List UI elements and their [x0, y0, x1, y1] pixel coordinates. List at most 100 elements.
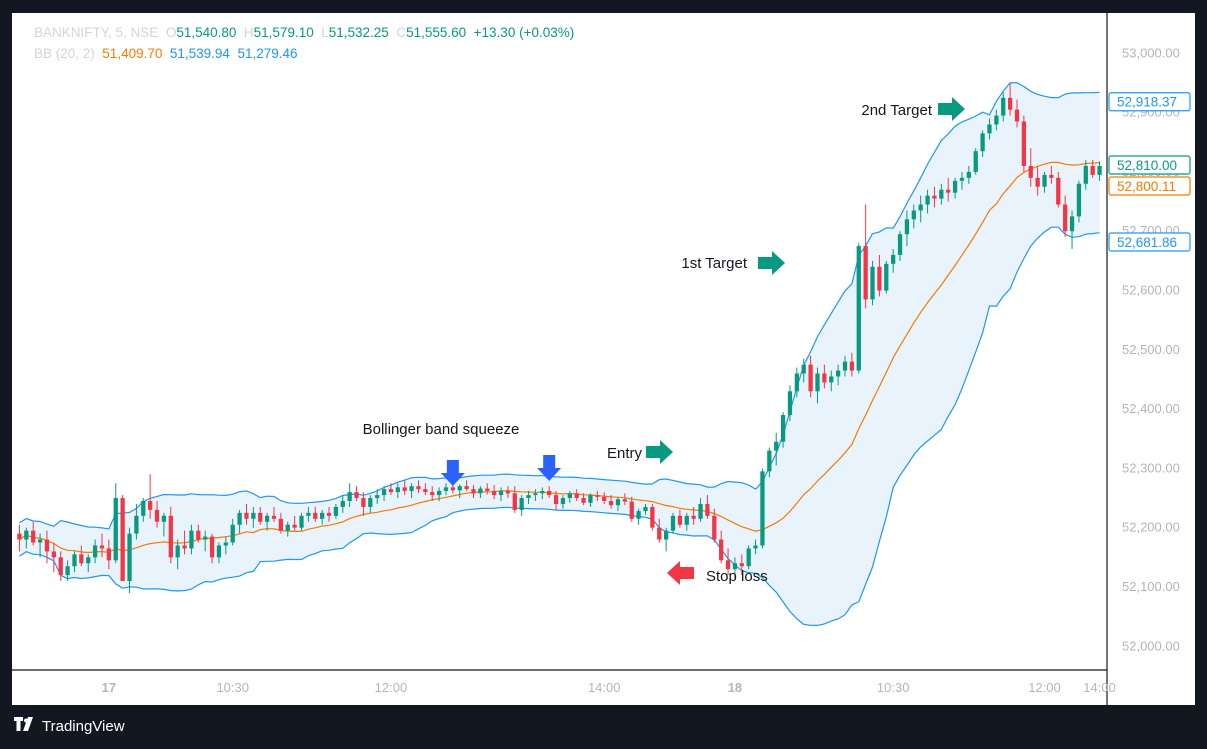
candle	[375, 489, 380, 504]
candle-body	[134, 515, 139, 534]
candle-body	[209, 536, 215, 558]
candle-body	[361, 498, 366, 507]
candle-body	[189, 530, 194, 549]
candle-body	[622, 499, 627, 502]
candle-body	[560, 498, 566, 504]
candle	[216, 542, 222, 564]
candle	[684, 512, 689, 531]
candle	[134, 503, 139, 540]
chart-panel: Bollinger band squeeze Entry Stop loss 1st …	[12, 13, 1195, 705]
candle	[1083, 160, 1088, 190]
candle	[443, 483, 449, 496]
candle-body	[753, 545, 758, 549]
candle	[794, 367, 799, 398]
candle	[31, 521, 36, 546]
candle-body	[161, 515, 167, 522]
candle-body	[258, 512, 263, 522]
candle	[237, 509, 242, 534]
candle-body	[86, 557, 91, 564]
candle	[512, 486, 517, 513]
candle-body	[395, 487, 400, 493]
candle	[705, 495, 710, 519]
candle-body	[636, 511, 641, 519]
candle-body	[24, 530, 29, 540]
legend-low-value: 51,532.25	[328, 25, 389, 40]
candle	[725, 548, 731, 576]
candle-body	[767, 450, 772, 472]
candle	[313, 506, 318, 522]
candle	[402, 480, 407, 496]
candle-body	[230, 524, 235, 543]
candle-body	[911, 210, 916, 220]
candle	[780, 412, 786, 448]
time-tick-label: 17	[102, 680, 116, 695]
candle-body	[154, 509, 160, 522]
candle-body	[801, 364, 806, 374]
candle-body	[203, 536, 208, 540]
candle-body	[430, 492, 435, 496]
candle-body	[932, 195, 937, 199]
candle-body	[1007, 97, 1013, 110]
candle-body	[251, 512, 256, 519]
candle	[863, 204, 868, 309]
bollinger-upper-line	[19, 82, 1100, 530]
time-tick-label: 14:00	[588, 680, 621, 695]
candle	[540, 487, 545, 500]
candle-body	[79, 554, 84, 564]
candle	[608, 495, 614, 509]
candle-body	[629, 501, 634, 519]
candle-body	[588, 495, 593, 503]
candle	[320, 509, 325, 525]
candle	[175, 539, 180, 570]
legend-bb: BB (20, 2) 51,409.70 51,539.94 51,279.46	[34, 46, 298, 61]
squeeze-arrow-down-icon	[537, 455, 562, 481]
entry-arrow-right-icon	[646, 440, 673, 464]
price-chart[interactable]: Bollinger band squeeze Entry Stop loss 1st …	[12, 13, 1195, 705]
legend-open-value: 51,540.80	[176, 25, 237, 40]
tradingview-brand[interactable]: TradingView	[14, 717, 125, 735]
candle-body	[354, 492, 359, 499]
candle-body	[175, 545, 180, 558]
candle	[1042, 171, 1047, 193]
candle-body	[808, 364, 813, 392]
candle-body	[904, 219, 910, 235]
candle-body	[1056, 177, 1061, 205]
candle	[264, 512, 270, 531]
candle-body	[794, 373, 799, 392]
candle	[1001, 91, 1006, 122]
candle-body	[340, 501, 345, 507]
candle-body	[918, 204, 923, 211]
candle	[567, 490, 572, 503]
candle	[1021, 115, 1027, 172]
candle-body	[402, 487, 407, 491]
candle	[292, 515, 297, 531]
candle	[553, 490, 559, 510]
candle-body	[547, 490, 552, 496]
target2-arrow-right-icon	[938, 97, 965, 121]
annotations: Bollinger band squeeze Entry Stop loss 1st …	[363, 97, 965, 585]
candle	[17, 524, 22, 552]
price-label-box	[1108, 155, 1191, 175]
candle	[966, 165, 971, 184]
candle	[251, 506, 256, 528]
candle-body	[423, 489, 428, 493]
candle-body	[870, 266, 875, 300]
candle	[1076, 180, 1082, 223]
candle-body	[877, 266, 882, 291]
legend-bb-lower: 51,279.46	[237, 46, 298, 61]
candle-body	[368, 498, 373, 507]
candle	[588, 493, 593, 507]
candle-body	[313, 512, 318, 519]
candle	[37, 533, 43, 558]
candle-body	[237, 512, 242, 525]
candle-body	[774, 441, 779, 451]
candle	[574, 489, 579, 502]
price-label-box	[1108, 92, 1191, 112]
candle-body	[1021, 121, 1027, 166]
squeeze-arrow-down-icon	[440, 460, 465, 486]
candle-body	[698, 503, 703, 519]
candle-body	[436, 490, 442, 496]
candle	[457, 484, 462, 499]
candle-body	[44, 539, 50, 552]
candle	[664, 527, 669, 552]
